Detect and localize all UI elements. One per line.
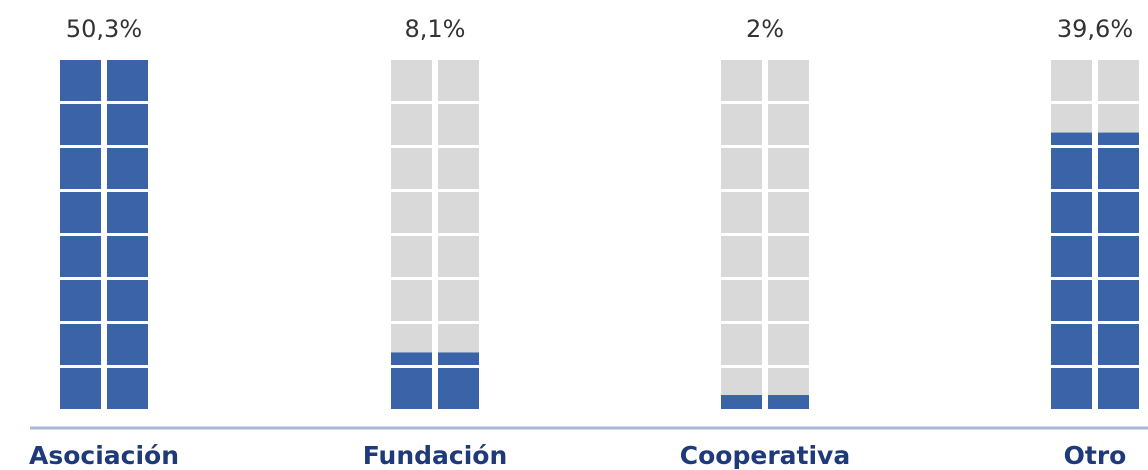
empty-cell [438,148,479,189]
empty-cell [768,324,809,365]
filled-cells [60,60,148,409]
empty-cell [768,236,809,277]
column [721,60,809,409]
empty-cell [768,104,809,145]
empty-cell [438,280,479,321]
empty-cell [768,60,809,101]
column [1051,60,1139,409]
column [391,60,479,409]
empty-cell [1051,60,1092,101]
empty-cell [391,60,432,101]
empty-cell [768,148,809,189]
empty-cell [438,60,479,101]
empty-cell [1098,60,1139,101]
empty-cell [391,280,432,321]
empty-cell [721,236,762,277]
category-label: Fundación [363,441,508,470]
fill [1051,132,1139,409]
category-label: Cooperativa [680,441,850,470]
category-label: Asociación [29,441,179,470]
empty-cell [721,104,762,145]
filled-cells [1051,132,1139,409]
empty-cell [438,192,479,233]
empty-cell [391,192,432,233]
empty-cell [391,104,432,145]
category-label: Otro [1064,441,1127,470]
fill [721,395,809,409]
empty-cell [438,236,479,277]
fill [391,352,479,409]
value-label: 8,1% [405,15,466,43]
value-label: 39,6% [1057,15,1133,43]
empty-cell [721,192,762,233]
column [60,60,148,409]
value-label: 2% [746,15,784,43]
empty-cell [768,280,809,321]
filled-cells [721,395,809,409]
value-label: 50,3% [66,15,142,43]
empty-cell [391,148,432,189]
empty-cell [391,236,432,277]
empty-cell [721,324,762,365]
fill [60,60,148,409]
empty-cell [721,280,762,321]
empty-cell [768,192,809,233]
empty-cell [438,104,479,145]
filled-cells [391,352,479,409]
empty-cell [721,60,762,101]
empty-cell [721,148,762,189]
